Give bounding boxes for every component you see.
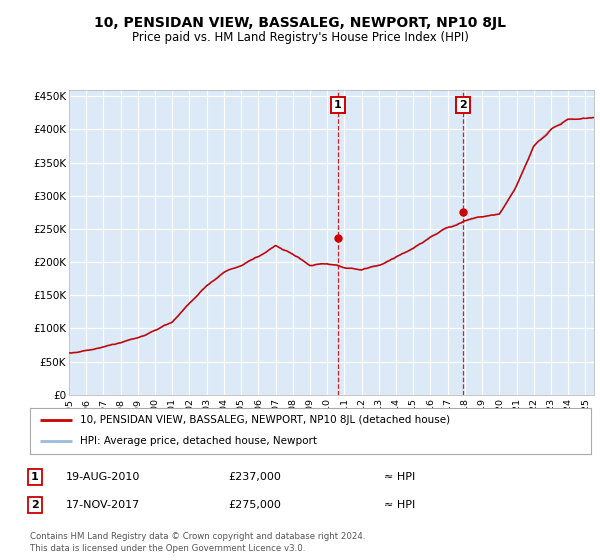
Text: £237,000: £237,000 xyxy=(228,472,281,482)
Text: 1: 1 xyxy=(31,472,38,482)
Text: 2: 2 xyxy=(459,100,467,110)
Text: Contains HM Land Registry data © Crown copyright and database right 2024.
This d: Contains HM Land Registry data © Crown c… xyxy=(30,532,365,553)
Text: 10, PENSIDAN VIEW, BASSALEG, NEWPORT, NP10 8JL (detached house): 10, PENSIDAN VIEW, BASSALEG, NEWPORT, NP… xyxy=(80,415,451,425)
Text: £275,000: £275,000 xyxy=(228,500,281,510)
Text: 1: 1 xyxy=(334,100,342,110)
Text: ≈ HPI: ≈ HPI xyxy=(384,500,415,510)
Text: Price paid vs. HM Land Registry's House Price Index (HPI): Price paid vs. HM Land Registry's House … xyxy=(131,31,469,44)
Text: 10, PENSIDAN VIEW, BASSALEG, NEWPORT, NP10 8JL: 10, PENSIDAN VIEW, BASSALEG, NEWPORT, NP… xyxy=(94,16,506,30)
Text: 17-NOV-2017: 17-NOV-2017 xyxy=(66,500,140,510)
Text: 2: 2 xyxy=(31,500,38,510)
Text: HPI: Average price, detached house, Newport: HPI: Average price, detached house, Newp… xyxy=(80,436,317,446)
Text: 19-AUG-2010: 19-AUG-2010 xyxy=(66,472,140,482)
Text: ≈ HPI: ≈ HPI xyxy=(384,472,415,482)
